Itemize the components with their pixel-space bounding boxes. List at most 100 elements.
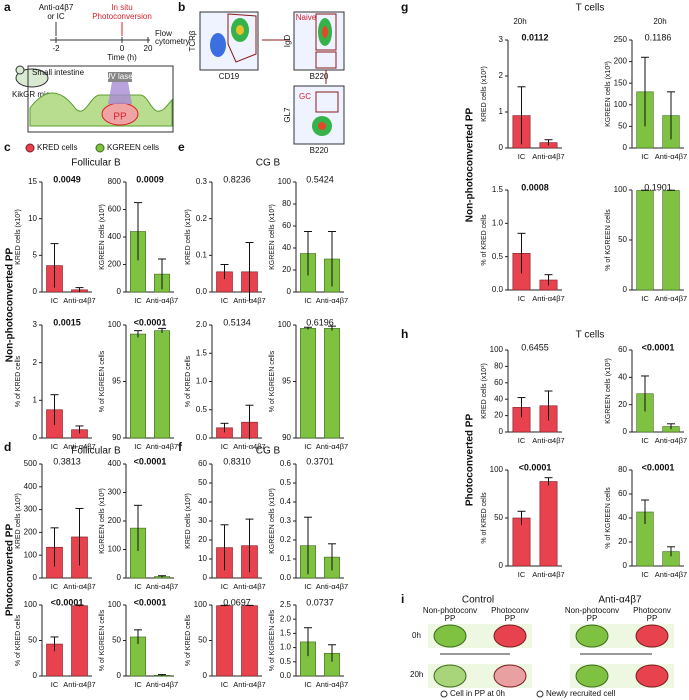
x-tick-label: IC: [51, 442, 59, 451]
y-axis-label: % of KRED cells: [15, 614, 22, 666]
panel-letter: i: [401, 592, 404, 606]
panel-b: TCRβ CD19 Naive IgD B220 GC GL7 B220: [188, 11, 345, 155]
panel-letter: a: [4, 0, 11, 14]
x-tick-label: IC: [221, 296, 229, 305]
laser-head: [108, 72, 132, 82]
x-tick-label: IC: [304, 680, 312, 689]
y-axis-label: % of KGREEN cells: [99, 350, 106, 412]
y-tick-label: 0: [623, 143, 628, 152]
y-axis-label: KGREEN cells (x10³): [99, 204, 106, 270]
y-tick-label: 300: [24, 505, 38, 514]
column-label: PP: [505, 614, 516, 623]
p-value: 0.5424: [306, 174, 334, 184]
y-axis-label: KRED cells (x10³): [15, 493, 22, 549]
y-tick-label: 0.2: [196, 214, 208, 223]
column-label: Photoconv: [633, 606, 671, 615]
y-tick-label: 60: [618, 345, 627, 354]
panel-heading: Follicular B: [71, 158, 121, 169]
p-value: 0.1186: [645, 32, 672, 42]
time-tick: -2: [52, 44, 60, 53]
flow-plot: [199, 11, 259, 71]
density: [210, 33, 226, 57]
legend-swatch: [25, 143, 35, 153]
panel-i: Control Anti-α4β7 Non-photoconv PP Photo…: [410, 595, 674, 698]
time-tick: 20: [144, 44, 153, 53]
panel-heading: Follicular B: [71, 446, 121, 457]
y-tick-label: 1: [33, 395, 38, 404]
y-axis-label: KGREEN cells (x10³): [99, 488, 106, 554]
legend-label: KGREEN cells: [107, 143, 159, 152]
time-tick: 0: [120, 44, 125, 53]
panel-letter: g: [401, 0, 408, 14]
x-tick-label: IC: [518, 152, 526, 161]
axis-label: IgD: [283, 35, 292, 48]
key-label: Newly recruited cell: [546, 689, 616, 698]
uv-beam: [108, 82, 132, 104]
y-tick-label: 100: [614, 185, 628, 194]
y-tick-label: 0: [287, 287, 292, 296]
readout-label: cytometry: [155, 37, 190, 46]
y-tick-label: 80: [282, 199, 291, 208]
y-tick-label: 0: [623, 427, 628, 436]
bar: [300, 328, 316, 439]
photo-label: In situ: [111, 3, 132, 12]
y-tick-label: 200: [614, 57, 628, 66]
y-tick-label: 0: [33, 287, 38, 296]
y-axis-label: KGREEN cells (x10³): [605, 61, 612, 127]
x-tick-label: IC: [304, 582, 312, 591]
gate-label: GC: [299, 92, 311, 101]
x-tick-label: Anti-α4β7: [532, 294, 564, 303]
y-tick-label: 50: [494, 513, 503, 522]
x-tick-label: Anti-α4β7: [233, 680, 265, 689]
y-tick-label: 1.5: [280, 629, 292, 638]
y-tick-label: 0: [499, 427, 504, 436]
bar: [324, 328, 340, 439]
y-tick-label: 0: [117, 287, 122, 296]
key-label: Cell in PP at 0h: [450, 689, 505, 698]
y-tick-label: 100: [24, 550, 38, 559]
y-tick-label: 10: [28, 214, 37, 223]
group-label: Anti-α4β7: [598, 595, 642, 606]
y-tick-label: 400: [108, 232, 122, 241]
p-value: 0.6455: [521, 342, 549, 352]
y-tick-label: 0.0: [280, 573, 292, 582]
p-value: 0.0015: [53, 317, 81, 327]
bar: [130, 333, 146, 439]
drug-label: Anti-α4β7: [39, 3, 74, 12]
p-value: 0.6196: [306, 317, 334, 327]
density: [236, 25, 244, 35]
bar: [154, 330, 170, 439]
column-label: Non-photoconv: [423, 606, 477, 615]
y-tick-label: 90: [282, 433, 291, 442]
y-axis-label: KRED cells (x10³): [15, 209, 22, 265]
y-tick-label: 5: [33, 250, 38, 259]
y-tick-label: 3: [33, 320, 38, 329]
x-tick-label: IC: [51, 680, 59, 689]
y-axis-label: KRED cells (x10³): [481, 66, 488, 122]
panel-letter: h: [401, 327, 408, 341]
patch-icon: [635, 664, 669, 688]
y-tick-label: 200: [24, 528, 38, 537]
bar: [216, 605, 233, 677]
axis-label: TCRβ: [188, 30, 197, 51]
x-tick-label: IC: [304, 442, 312, 451]
p-value: <0.0001: [134, 456, 167, 466]
y-tick-label: 20: [282, 265, 291, 274]
column-label: Non-photoconv: [565, 606, 619, 615]
panel-letter: d: [4, 440, 11, 454]
y-tick-label: 500: [24, 459, 38, 468]
x-tick-label: IC: [134, 442, 142, 451]
y-tick-label: 90: [112, 433, 121, 442]
y-tick-label: 40: [494, 394, 503, 403]
y-axis-label: KGREEN cells (x10³): [269, 204, 276, 270]
y-tick-label: 300: [108, 488, 122, 497]
y-tick-label: 1.5: [492, 185, 504, 194]
x-tick-label: IC: [518, 570, 526, 579]
y-tick-label: 50: [28, 636, 37, 645]
gate: [315, 91, 339, 113]
column-label: PP: [587, 614, 598, 623]
y-tick-label: 100: [614, 100, 628, 109]
p-value: <0.0001: [134, 597, 167, 607]
y-tick-label: 50: [198, 478, 207, 487]
